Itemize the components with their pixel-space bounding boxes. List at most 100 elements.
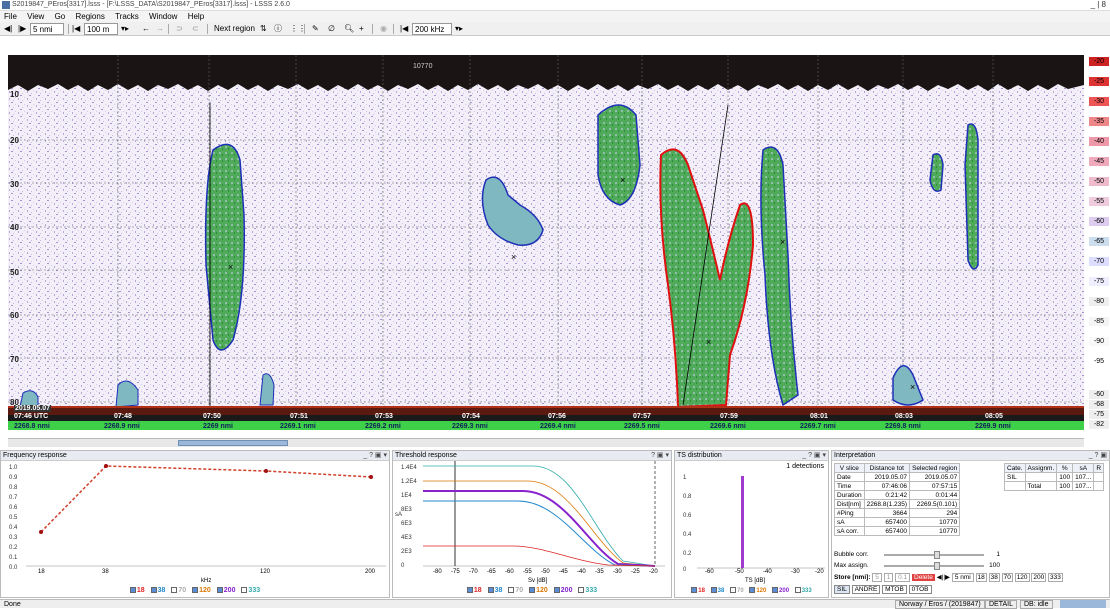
panel-controls[interactable]: _ ? ▣ ▾ xyxy=(363,452,387,459)
legend-70[interactable]: 70 xyxy=(171,587,186,594)
panel-controls[interactable]: ? ▣ ▾ xyxy=(651,452,669,459)
legend-38[interactable]: 38 xyxy=(150,587,165,594)
horizontal-scrollbar[interactable] xyxy=(8,438,1084,447)
top-marker: 10770 xyxy=(413,63,433,70)
legend-120[interactable]: 120 xyxy=(192,587,211,594)
redo-icon[interactable]: ⊂ xyxy=(192,24,199,33)
echogram[interactable]: 10770 × × × × × × xyxy=(8,55,1084,430)
distance-step-field[interactable]: 5 nmi xyxy=(30,23,64,35)
next-icon[interactable]: |▶ xyxy=(943,574,951,581)
y-tick: 0.9 xyxy=(9,475,18,481)
store-5-button[interactable]: 5 xyxy=(872,573,882,582)
max-assign-row: Max assign. 100 xyxy=(834,562,1002,570)
menu-go[interactable]: Go xyxy=(54,12,66,21)
svg-text:×: × xyxy=(910,382,915,392)
tab-0tob[interactable]: 0TOB xyxy=(908,585,932,594)
nav-nmi-field[interactable]: 5 nmi xyxy=(951,573,974,582)
crosshair-icon[interactable]: + xyxy=(359,24,364,33)
table-row[interactable]: Total 100 107... xyxy=(1004,481,1105,491)
grid-icon[interactable]: ⋮⋮ xyxy=(290,24,306,33)
tab-mtob[interactable]: MTOB xyxy=(882,585,907,594)
window-controls[interactable]: _ | 8 xyxy=(1090,0,1106,9)
store-1-button[interactable]: 1 xyxy=(883,573,894,582)
freq-18-button[interactable]: 18 xyxy=(975,573,987,582)
depth-tick: 10 xyxy=(10,90,19,99)
freq-120-button[interactable]: 120 xyxy=(1014,573,1030,582)
title-bar: S2019847_PEros[3317].lsss - [F:\LSSS_DAT… xyxy=(0,0,1110,11)
color-scale[interactable]: -20 -25 -30 -35 -40 -45 -50 -55 -60 -65 … xyxy=(1086,55,1110,440)
bubble-corr-thumb[interactable] xyxy=(934,551,940,559)
legend-120[interactable]: 120 xyxy=(529,587,548,594)
undo-icon[interactable]: ⊃ xyxy=(176,24,183,33)
status-text: Done xyxy=(4,601,21,608)
tab-andre[interactable]: ANDRE xyxy=(851,585,881,594)
freq-dropdown-icon[interactable]: ▾▸ xyxy=(455,24,464,33)
legend-38[interactable]: 38 xyxy=(487,587,502,594)
legend-333[interactable]: 333 xyxy=(794,587,812,594)
info-icon[interactable]: ⓘ xyxy=(274,24,282,33)
legend-38[interactable]: 38 xyxy=(710,587,724,594)
panel-controls[interactable]: _ ? ▣ xyxy=(1088,452,1107,459)
arrow-right-icon[interactable]: → xyxy=(156,24,164,33)
freq-333-button[interactable]: 333 xyxy=(1048,573,1063,582)
legend-18[interactable]: 18 xyxy=(691,587,705,594)
legend-333[interactable]: 333 xyxy=(241,587,260,594)
table-header: Cate. xyxy=(1004,463,1026,473)
ping-icon[interactable]: ◉ xyxy=(380,24,387,33)
x-tick: -40 xyxy=(763,569,772,575)
depth-tick: 30 xyxy=(10,180,19,189)
legend-200[interactable]: 200 xyxy=(772,587,789,594)
x-tick: -25 xyxy=(631,569,640,575)
menu-view[interactable]: View xyxy=(27,12,45,21)
colorbar-tick: -40 xyxy=(1089,137,1109,146)
scrollbar-thumb[interactable] xyxy=(178,440,288,446)
frequency-field[interactable]: 200 kHz xyxy=(412,23,452,35)
delete-button[interactable]: Delete xyxy=(912,574,935,581)
range-dropdown-icon[interactable]: ▾▸ xyxy=(121,24,130,33)
freq-70-button[interactable]: 70 xyxy=(1001,573,1013,582)
legend-18[interactable]: 18 xyxy=(129,587,145,594)
freq-left-icon[interactable]: |◀ xyxy=(400,24,409,33)
legend-18[interactable]: 18 xyxy=(466,587,482,594)
legend-200[interactable]: 200 xyxy=(216,587,235,594)
max-assign-thumb[interactable] xyxy=(934,562,940,570)
store-0-1-button[interactable]: 0.1 xyxy=(895,573,911,582)
range-left-icon[interactable]: |◀ xyxy=(72,24,81,33)
y-tick: 0.4 xyxy=(683,532,692,538)
menu-regions[interactable]: Regions xyxy=(75,12,105,21)
next-button[interactable]: |▶ xyxy=(18,24,27,33)
panel-title: Interpretation xyxy=(832,451,1109,461)
table-header: Selected region xyxy=(909,463,961,473)
pencil-icon[interactable]: ✎ xyxy=(312,24,319,33)
zoom-icon[interactable]: 🔍︎ xyxy=(344,24,355,33)
legend-120[interactable]: 120 xyxy=(749,587,766,594)
freq-200-button[interactable]: 200 xyxy=(1031,573,1047,582)
menu-help[interactable]: Help xyxy=(187,12,205,21)
colorbar-tick: -20 xyxy=(1089,57,1109,66)
table-header: V slice xyxy=(834,463,865,473)
tab-sil[interactable]: SIL xyxy=(834,585,850,594)
legend-70[interactable]: 70 xyxy=(508,587,523,594)
lasso-icon[interactable]: ∅ xyxy=(328,24,335,33)
range-step-field[interactable]: 100 m xyxy=(84,23,118,35)
menu-tracks[interactable]: Tracks xyxy=(115,12,139,21)
depth-tick: 20 xyxy=(10,136,19,145)
table-row[interactable]: SIL 100 107... xyxy=(1004,472,1105,482)
freq-38-button[interactable]: 38 xyxy=(988,573,1000,582)
y-tick: 0.4 xyxy=(9,525,18,531)
prev-button[interactable]: ◀| xyxy=(4,24,13,33)
menu-file[interactable]: File xyxy=(4,12,17,21)
sync-icon[interactable]: ⇅ xyxy=(260,24,267,33)
panel-controls[interactable]: _ ? ▣ ▾ xyxy=(802,452,826,459)
prev-icon[interactable]: ◀| xyxy=(936,574,944,581)
detections-count: 1 detections xyxy=(786,463,824,470)
bubble-corr-label: Bubble corr. xyxy=(834,551,869,558)
arrow-left-icon[interactable]: ← xyxy=(142,24,150,33)
menu-window[interactable]: Window xyxy=(149,12,178,21)
next-region-button[interactable]: Next region xyxy=(214,24,255,33)
legend-70[interactable]: 70 xyxy=(729,587,744,594)
y-tick: 0 xyxy=(683,567,687,573)
legend-200[interactable]: 200 xyxy=(553,587,572,594)
y-tick: 0.1 xyxy=(9,555,18,561)
legend-333[interactable]: 333 xyxy=(578,587,597,594)
